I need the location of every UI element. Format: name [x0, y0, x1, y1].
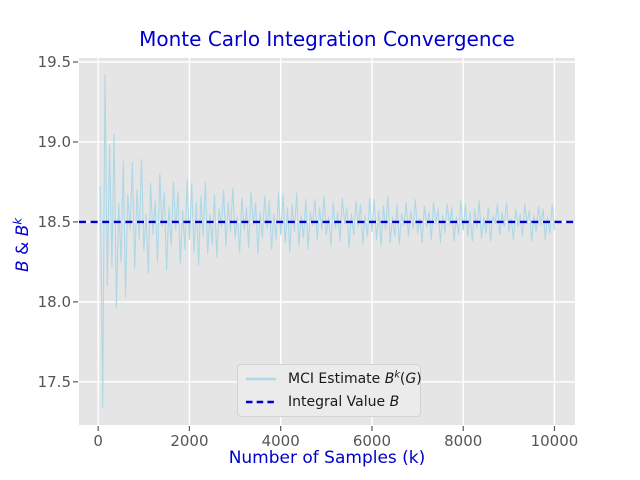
x-tick-label: 2000 [170, 432, 209, 450]
y-tick-label: 18.5 [37, 212, 71, 231]
x-tick-label: 10000 [530, 432, 579, 450]
legend-dashed-line-swatch [246, 400, 276, 404]
legend-line-swatch [246, 377, 276, 380]
mci-estimate-line [99, 74, 556, 408]
x-tick-label: 4000 [261, 432, 300, 450]
y-tick-label: 18.0 [37, 292, 71, 311]
plot-area-background [79, 58, 575, 425]
legend: MCI Estimate Bk(G) Integral Value B [237, 364, 422, 417]
x-tick-label: 8000 [444, 432, 483, 450]
legend-label: MCI Estimate Bk(G) [288, 369, 422, 387]
legend-item: Integral Value B [244, 391, 414, 415]
chart-title: Monte Carlo Integration Convergence [139, 27, 515, 51]
legend-item: MCI Estimate Bk(G) [244, 367, 422, 391]
y-tick-label: 17.5 [37, 372, 71, 391]
x-axis-label: Number of Samples (k) [228, 448, 426, 468]
legend-label: Integral Value B [288, 394, 400, 411]
y-tick-label: 19.5 [37, 52, 71, 71]
x-tick-label: 6000 [352, 432, 392, 450]
y-tick-label: 19.0 [37, 132, 71, 151]
x-tick-label: 0 [93, 432, 103, 450]
